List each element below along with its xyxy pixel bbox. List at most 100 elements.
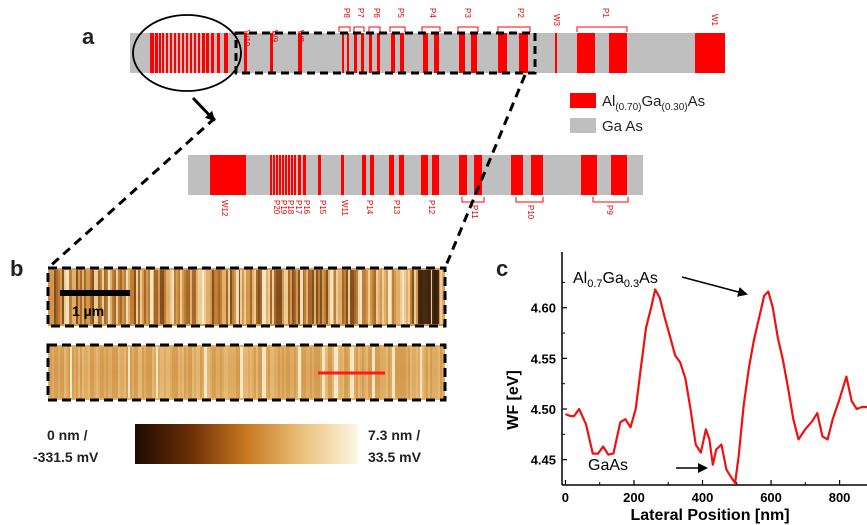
label-P20: P20 — [272, 200, 281, 215]
algaas-layer-bottom-20 — [459, 155, 467, 195]
bracket-top-2 — [368, 26, 381, 32]
wf-line-chart: WF [eV] Lateral Position [nm] Al0.7Ga0.3… — [505, 252, 867, 524]
algaas-layer-bottom-11 — [303, 155, 306, 195]
algaas-layer-31 — [459, 33, 465, 73]
algaas-layer-30 — [434, 33, 439, 73]
algaas-layer-27 — [391, 33, 395, 73]
algaas-layer-5 — [170, 33, 172, 73]
algaas-layer-bottom-22 — [511, 155, 523, 195]
algaas-layer-29 — [423, 33, 428, 73]
legend: Al(0.70)Ga(0.30)As Ga As — [570, 93, 705, 135]
zoom-ellipse — [132, 14, 242, 92]
algaas-layer-3 — [162, 33, 164, 73]
algaas-layer-bottom-4 — [279, 155, 281, 195]
bracket-top-5 — [457, 26, 479, 32]
label-P1: P1 — [601, 8, 610, 18]
layer-brackets-bottom — [461, 197, 629, 203]
algaas-layer-0 — [150, 33, 154, 73]
algaas-layer-bottom-8 — [291, 155, 293, 195]
bracket-top-7 — [576, 26, 628, 32]
x-tick-label-800: 800 — [829, 490, 851, 505]
label-W1: W1 — [710, 14, 719, 27]
algaas-layer-bottom-14 — [362, 155, 366, 195]
algaas-layer-38 — [695, 33, 725, 73]
annotation-gaas: GaAs — [588, 457, 628, 474]
panel-a: a W10 W9 W8 P8 P7 P6 P5 P4 P3 P2 W3 P1 W… — [46, 8, 725, 270]
y-tick-label-0: 4.45 — [531, 453, 556, 468]
label-P4: P4 — [428, 8, 437, 18]
algaas-layer-bottom-3 — [276, 155, 278, 195]
label-W3: W3 — [552, 14, 561, 27]
algaas-layer-28 — [400, 33, 404, 73]
wf-series-line — [565, 288, 867, 485]
label-W12: W12 — [220, 200, 229, 217]
algaas-layers-bottom — [210, 155, 627, 195]
algaas-layer-32 — [471, 33, 477, 73]
legend-label-algaas: Al(0.70)Ga(0.30)As — [602, 93, 705, 113]
algaas-layer-16 — [217, 33, 220, 73]
zoom-arrow — [191, 96, 216, 122]
algaas-layer-36 — [577, 33, 595, 73]
bracket-top-3 — [389, 26, 406, 32]
colorbar-max-line2: 33.5 mV — [368, 449, 422, 465]
algaas-layer-bottom-5 — [282, 155, 284, 195]
y-axis-title: WF [eV] — [505, 370, 522, 430]
algaas-layer-13 — [202, 33, 205, 73]
colorbar-max-line1: 7.3 nm / — [368, 427, 420, 443]
algaas-layer-24 — [361, 33, 364, 73]
label-P9: P9 — [605, 205, 614, 215]
algaas-layer-bottom-17 — [399, 155, 404, 195]
algaas-layer-bottom-0 — [210, 155, 246, 195]
kpfm-potential-image — [48, 345, 445, 400]
algaas-layer-1 — [155, 33, 158, 73]
panel-label-a: a — [82, 24, 95, 49]
y-tick-label-3: 4.60 — [531, 301, 556, 316]
algaas-layer-bottom-7 — [288, 155, 290, 195]
y-tick-label-2: 4.55 — [531, 351, 556, 366]
label-P15: P15 — [318, 200, 327, 215]
x-tick-label-200: 200 — [623, 490, 645, 505]
kpfm-potential-frame — [46, 343, 447, 402]
algaas-layer-bottom-16 — [389, 155, 394, 195]
panel-label-c: c — [496, 256, 508, 281]
algaas-layer-33 — [498, 33, 507, 73]
x-tick-label-600: 600 — [760, 490, 782, 505]
algaas-layer-bottom-18 — [421, 155, 428, 195]
x-axis-title: Lateral Position [nm] — [630, 507, 789, 524]
algaas-layer-26 — [377, 33, 380, 73]
algaas-layer-bottom-25 — [611, 155, 627, 195]
algaas-layer-bottom-21 — [474, 155, 482, 195]
algaas-layer-bottom-9 — [294, 155, 296, 195]
algaas-layer-bottom-2 — [273, 155, 275, 195]
label-W8: W8 — [296, 30, 305, 43]
label-W9: W9 — [270, 30, 279, 43]
label-P19: P19 — [279, 200, 288, 215]
label-P14: P14 — [365, 200, 374, 215]
label-P7: P7 — [356, 8, 365, 18]
labels-bottom: W12 P20 P19 P18 P17 P16 P15 W11 P14 P13 … — [220, 200, 614, 220]
algaas-layer-bottom-1 — [270, 155, 272, 195]
bracket-top-6 — [497, 26, 531, 32]
label-P18: P18 — [286, 200, 295, 215]
algaas-layer-20 — [298, 33, 302, 73]
label-P2: P2 — [516, 8, 525, 18]
algaas-layer-11 — [194, 33, 196, 73]
algaas-layer-9 — [186, 33, 188, 73]
algaas-layer-2 — [159, 33, 161, 73]
label-P13: P13 — [392, 200, 401, 215]
x-tick-label-0: 0 — [562, 490, 569, 505]
bracket-top-1 — [353, 26, 365, 32]
label-P5: P5 — [396, 8, 405, 18]
algaas-layer-18 — [244, 33, 247, 73]
bracket-top-0 — [338, 26, 351, 32]
algaas-layer-34 — [519, 33, 528, 73]
label-W10: W10 — [242, 30, 251, 47]
algaas-layer-22 — [347, 33, 349, 73]
label-W11: W11 — [340, 200, 349, 216]
algaas-layer-bottom-15 — [370, 155, 374, 195]
label-P17: P17 — [294, 200, 303, 215]
algaas-layer-bottom-23 — [531, 155, 543, 195]
label-P3: P3 — [463, 8, 472, 18]
x-tick-label-400: 400 — [692, 490, 714, 505]
